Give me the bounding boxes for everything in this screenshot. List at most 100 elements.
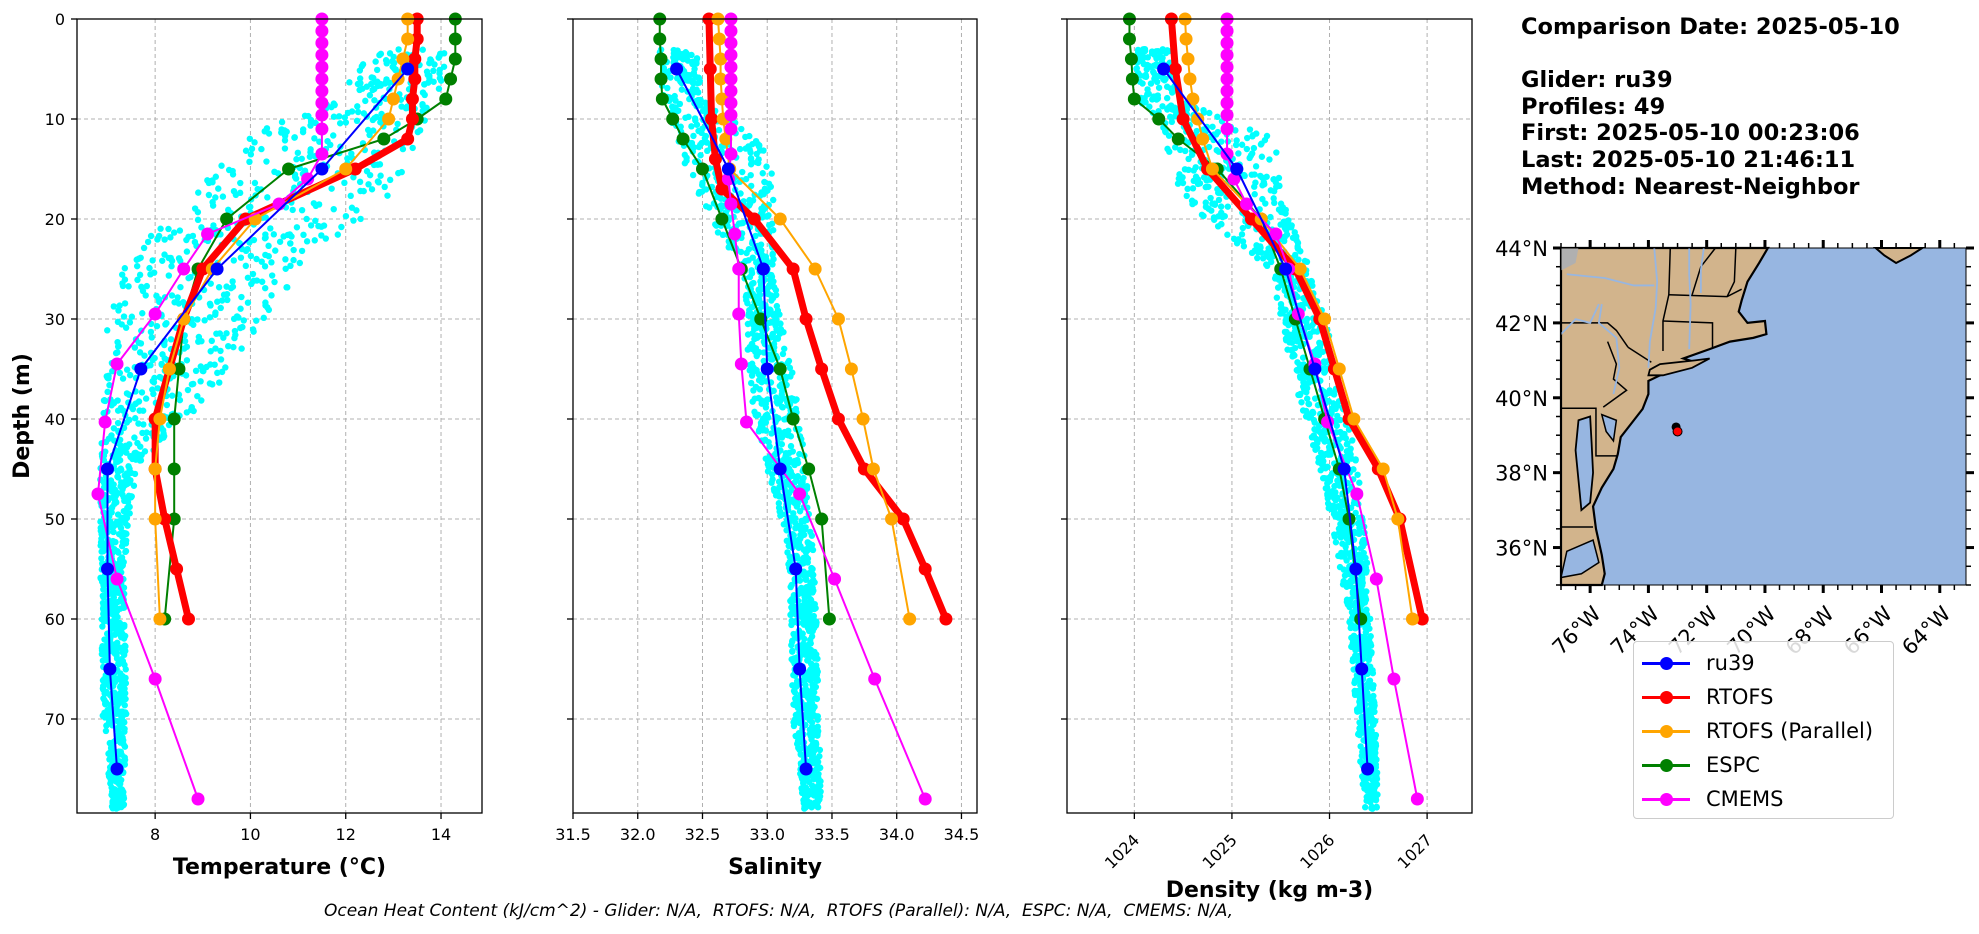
scatter-point (113, 488, 120, 496)
scatter-point (261, 263, 269, 270)
scatter-point (714, 229, 722, 236)
scatter-point (1321, 369, 1328, 376)
data-point (802, 462, 816, 476)
data-point (799, 762, 813, 776)
scatter-point (1280, 218, 1287, 225)
legend-item-rtofs-parallel: RTOFS (Parallel) (1642, 716, 1873, 746)
scatter-point (99, 592, 107, 600)
scatter-point (773, 394, 780, 401)
data-point (148, 512, 162, 526)
scatter-point (784, 359, 791, 367)
scatter-point (1213, 147, 1220, 154)
scatter-point (278, 126, 285, 133)
data-point (170, 562, 184, 576)
scatter-point (142, 395, 150, 402)
scatter-point (690, 132, 697, 140)
scatter-point (264, 194, 271, 201)
scatter-point (768, 273, 776, 280)
scatter-point (225, 166, 233, 174)
scatter-point (1324, 490, 1331, 498)
scatter-point (1183, 192, 1190, 200)
data-point (100, 562, 114, 576)
data-point (315, 147, 329, 161)
scatter-point (791, 695, 799, 702)
data-point (1240, 197, 1254, 211)
scatter-point (207, 177, 214, 185)
scatter-point (1207, 194, 1214, 202)
scatter-point (101, 690, 108, 697)
scatter-point (744, 320, 752, 328)
scatter-point (798, 584, 805, 592)
data-point (740, 415, 754, 429)
scatter-point (370, 127, 377, 134)
scatter-point (1168, 89, 1176, 96)
scatter-point (342, 119, 350, 126)
scatter-point (338, 223, 345, 231)
scatter-point (276, 238, 284, 245)
scatter-point (740, 198, 747, 205)
legend-label: ru39 (1706, 651, 1755, 675)
scatter-point (265, 253, 272, 260)
scatter-point (258, 145, 265, 153)
scatter-point (370, 161, 378, 169)
scatter-point (1297, 361, 1305, 369)
data-point (831, 412, 845, 426)
scatter-point (802, 548, 810, 556)
data-point (789, 562, 803, 576)
scatter-point (357, 79, 364, 87)
scatter-point (1266, 156, 1273, 163)
scatter-point (388, 58, 396, 65)
scatter-point (318, 232, 325, 239)
scatter-point (1352, 652, 1359, 659)
scatter-point (306, 153, 314, 160)
scatter-point (365, 181, 372, 188)
scatter-point (814, 677, 822, 684)
data-point (1318, 312, 1332, 326)
scatter-point (421, 91, 428, 99)
scatter-point (1305, 414, 1313, 421)
scatter-point (1271, 199, 1278, 207)
scatter-point (1205, 143, 1213, 151)
scatter-point (808, 705, 815, 713)
scatter-point (371, 85, 378, 93)
scatter-point (230, 343, 237, 351)
scatter-point (753, 366, 760, 374)
scatter-point (755, 159, 762, 167)
scatter-point (251, 139, 258, 146)
scatter-point (1258, 249, 1265, 256)
scatter-point (126, 416, 133, 424)
scatter-point (1358, 752, 1365, 759)
data-point (1337, 462, 1351, 476)
scatter-point (1214, 185, 1221, 193)
scatter-point (1350, 466, 1357, 473)
lat-tick-label: 42°N (1495, 312, 1548, 336)
scatter-point (1371, 795, 1378, 802)
scatter-point (197, 378, 204, 385)
scatter-point (1189, 185, 1197, 192)
scatter-point (163, 401, 171, 409)
scatter-point (242, 147, 250, 154)
scatter-point (697, 152, 704, 159)
scatter-point (99, 657, 107, 664)
scatter-point (149, 386, 156, 393)
data-point (1405, 612, 1419, 626)
data-point (786, 412, 800, 426)
scatter-point (294, 149, 302, 157)
scatter-point (149, 356, 156, 364)
scatter-point (1163, 94, 1171, 102)
river (1566, 273, 1655, 287)
scatter-point (1348, 455, 1355, 462)
scatter-point (373, 66, 381, 74)
scatter-point (262, 299, 269, 306)
scatter-point (1356, 479, 1363, 486)
scatter-point (660, 64, 668, 72)
data-point (695, 162, 709, 176)
scatter-point (1254, 254, 1261, 262)
scatter-point (1144, 54, 1152, 61)
scatter-point (336, 120, 344, 127)
x-tick-label: 1025 (1199, 830, 1241, 872)
scatter-point (774, 400, 781, 407)
scatter-point (142, 435, 150, 442)
scatter-point (216, 379, 223, 386)
data-point (110, 762, 124, 776)
